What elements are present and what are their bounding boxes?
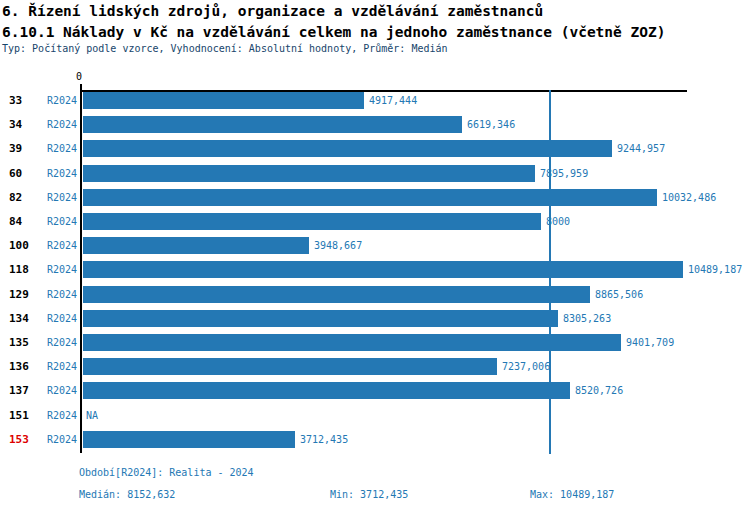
row-id-label: 60 xyxy=(9,165,22,182)
row-id-label: 136 xyxy=(9,358,29,375)
bar-value-label: 7895,959 xyxy=(540,165,588,182)
row-period-label: R2024 xyxy=(47,261,77,278)
bar xyxy=(83,286,590,303)
indicator-subtitle: Typ: Počítaný podle vzorce, Vyhodnocení:… xyxy=(2,43,448,54)
row-period-label: R2024 xyxy=(47,165,77,182)
bar-value-label: 10489,187 xyxy=(688,261,742,278)
row-id-label: 39 xyxy=(9,140,22,157)
bar-value-label: 4917,444 xyxy=(369,92,417,109)
min-stat: Min: 3712,435 xyxy=(330,489,408,500)
bar xyxy=(83,334,621,351)
row-period-label: R2024 xyxy=(47,334,77,351)
row-id-label: 33 xyxy=(9,92,22,109)
row-id-label: 134 xyxy=(9,310,29,327)
row-id-label: 84 xyxy=(9,213,22,230)
row-period-label: R2024 xyxy=(47,286,77,303)
row-id-label: 100 xyxy=(9,237,29,254)
bar-value-label: 8000 xyxy=(546,213,570,230)
indicator-title: 6.10.1 Náklady v Kč na vzdělávání celkem… xyxy=(2,24,665,40)
bar-value-label: 6619,346 xyxy=(467,116,515,133)
bar xyxy=(83,92,364,109)
bar xyxy=(83,189,657,206)
bar-value-label: 8865,506 xyxy=(595,286,643,303)
row-id-label: 118 xyxy=(9,261,29,278)
row-period-label: R2024 xyxy=(47,116,77,133)
bar-value-label: 3712,435 xyxy=(300,431,348,448)
axis-zero-tick-label: 0 xyxy=(76,71,82,82)
bar-value-label: 3948,667 xyxy=(314,237,362,254)
bar xyxy=(83,213,541,230)
row-period-label: R2024 xyxy=(47,237,77,254)
row-period-label: R2024 xyxy=(47,189,77,206)
row-period-label: R2024 xyxy=(47,92,77,109)
bar-value-label: 8305,263 xyxy=(563,310,611,327)
row-id-label: 82 xyxy=(9,189,22,206)
row-period-label: R2024 xyxy=(47,407,77,424)
bar-value-na-label: NA xyxy=(86,407,98,424)
report-section-title: 6. Řízení lidských zdrojů, organizace a … xyxy=(2,3,543,19)
row-period-label: R2024 xyxy=(47,382,77,399)
row-period-label: R2024 xyxy=(47,140,77,157)
period-legend: Období[R2024]: Realita - 2024 xyxy=(79,467,254,478)
median-stat: Medián: 8152,632 xyxy=(79,489,175,500)
bar xyxy=(83,358,497,375)
bar-value-label: 7237,006 xyxy=(502,358,550,375)
benchmark-bar-chart-report: 6. Řízení lidských zdrojů, organizace a … xyxy=(0,0,750,512)
bar-value-label: 10032,486 xyxy=(662,189,716,206)
bar-value-label: 9401,709 xyxy=(626,334,674,351)
row-id-label: 34 xyxy=(9,116,22,133)
bar xyxy=(83,261,683,278)
row-id-label: 153 xyxy=(9,431,29,448)
row-period-label: R2024 xyxy=(47,310,77,327)
bar xyxy=(83,310,558,327)
bar xyxy=(83,382,570,399)
bar xyxy=(83,165,535,182)
bar xyxy=(83,116,462,133)
row-id-label: 137 xyxy=(9,382,29,399)
row-id-label: 151 xyxy=(9,407,29,424)
bar-value-label: 8520,726 xyxy=(575,382,623,399)
bar xyxy=(83,431,295,448)
bar xyxy=(83,140,612,157)
row-period-label: R2024 xyxy=(47,358,77,375)
bar-value-label: 9244,957 xyxy=(617,140,665,157)
row-id-label: 129 xyxy=(9,286,29,303)
y-axis-line xyxy=(80,84,82,453)
row-period-label: R2024 xyxy=(47,431,77,448)
max-stat: Max: 10489,187 xyxy=(530,489,614,500)
row-period-label: R2024 xyxy=(47,213,77,230)
bar xyxy=(83,237,309,254)
row-id-label: 135 xyxy=(9,334,29,351)
